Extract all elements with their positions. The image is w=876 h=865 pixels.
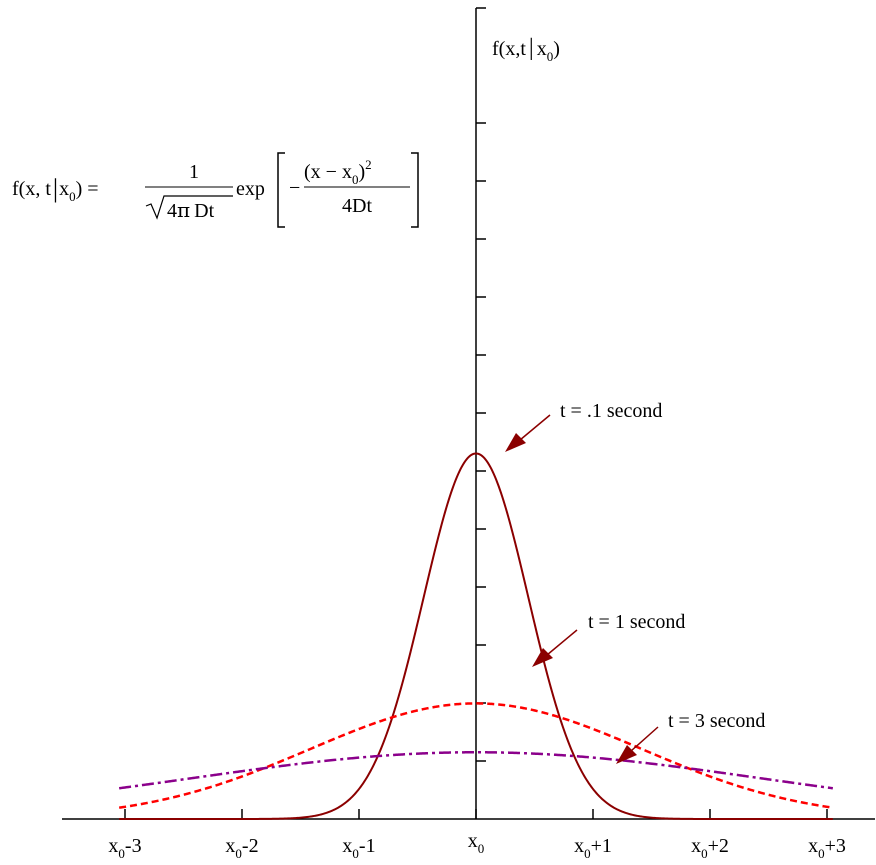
annotation-t01-label: t = .1 second — [560, 400, 662, 422]
sqrt-sign — [145, 195, 233, 220]
y-axis-label: f(x,t | x0) — [492, 35, 560, 64]
annotation-t01: t = .1 second — [505, 400, 662, 452]
x-tick-label: x0-1 — [342, 835, 375, 861]
right-bracket — [411, 152, 419, 228]
annotation-t1: t = 1 second — [532, 611, 685, 667]
annotation-t1-label: t = 1 second — [588, 611, 685, 633]
curve-t01 — [119, 452, 833, 820]
annotation-t3-label: t = 3 second — [668, 710, 765, 732]
curves — [118, 452, 834, 820]
formula-numerator: 1 — [189, 161, 199, 183]
svg-text:(x − x0)2: (x − x0)2 — [304, 157, 372, 187]
x-tick-label: x0+1 — [574, 835, 612, 861]
formula-exp: exp — [236, 178, 265, 200]
curve-t3 — [118, 751, 834, 790]
x-tick-label: x0-3 — [108, 835, 141, 861]
svg-text:f(x, t|x0) =: f(x, t|x0) = — [12, 174, 99, 204]
x-tick-label: x0+2 — [691, 835, 729, 861]
x-tick-label: x0+3 — [808, 835, 846, 861]
x-ticks: x0-3 x0-2 x0-1 x0 x0+1 x0+2 x0+3 — [108, 809, 846, 861]
x-tick-label: x0-2 — [225, 835, 258, 861]
curve-t1 — [118, 702, 834, 809]
formula-exp-denominator: 4Dt — [342, 195, 372, 217]
formula: f(x, t|x0) = 1 4π Dt exp − (x − x0)2 4Dt — [12, 152, 419, 228]
x-tick-label: x0 — [468, 830, 485, 856]
formula-minus: − — [289, 177, 300, 199]
left-bracket — [277, 152, 285, 228]
annotation-t3: t = 3 second — [616, 710, 765, 764]
y-ticks — [476, 122, 486, 762]
